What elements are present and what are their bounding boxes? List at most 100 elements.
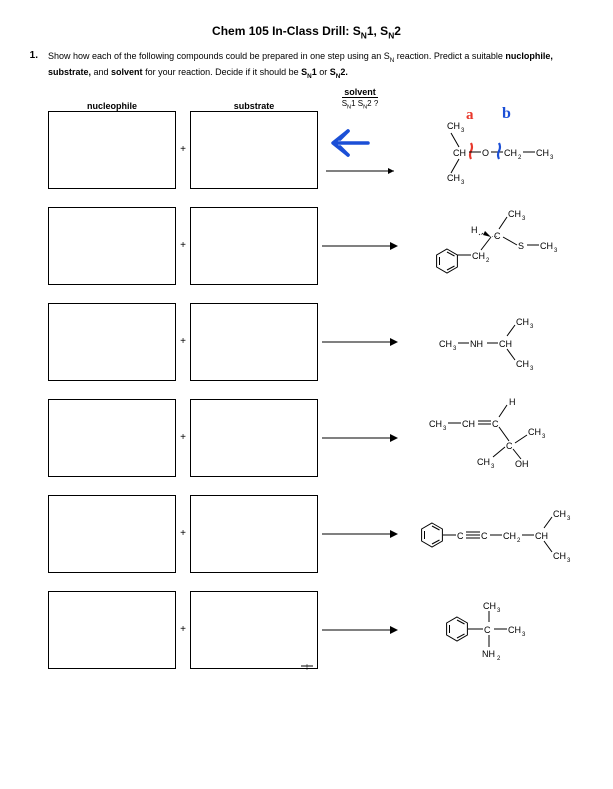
substrate-box[interactable]	[190, 399, 318, 477]
substrate-box[interactable]	[190, 591, 318, 669]
svg-text:CH: CH	[508, 625, 521, 635]
svg-text:CH: CH	[503, 531, 516, 541]
svg-text:3: 3	[522, 632, 526, 638]
svg-text:CH: CH	[553, 551, 566, 561]
svg-text:CH: CH	[447, 173, 460, 183]
svg-text:H: H	[471, 225, 478, 235]
product-1: a b CH3 CH CH3 O CH2 CH3	[404, 111, 593, 189]
product-4: CH3 CH C H C CH3 CH3 OH	[404, 393, 593, 483]
substrate-box[interactable]	[190, 207, 318, 285]
header-nucleophile: nucleophile	[48, 101, 176, 111]
svg-text:…: …	[491, 232, 498, 239]
svg-text:NH: NH	[482, 649, 495, 659]
reaction-row-2: + CH2 H	[48, 201, 593, 291]
reaction-row-6: + C CH3	[48, 585, 593, 675]
svg-text:CH: CH	[483, 601, 496, 611]
reaction-arrow	[318, 236, 404, 256]
reaction-arrow	[318, 620, 404, 640]
reaction-row-5: + C C CH2 CH	[48, 495, 593, 573]
svg-text:C: C	[481, 531, 488, 541]
substrate-box[interactable]	[190, 111, 318, 189]
product-structure-4: CH3 CH C H C CH3 CH3 OH	[409, 393, 589, 483]
svg-text:CH: CH	[528, 427, 541, 437]
svg-text:CH: CH	[535, 531, 548, 541]
svg-text:CH: CH	[553, 509, 566, 519]
annotation-b: b	[502, 105, 511, 123]
svg-text:3: 3	[491, 464, 495, 470]
svg-text:CH: CH	[453, 148, 466, 158]
svg-text:CH: CH	[429, 419, 442, 429]
svg-text:CH: CH	[516, 359, 529, 369]
reaction-row-3: + CH3 NH CH CH3 CH3	[48, 303, 593, 381]
header-solvent: solvent SN1 SN2 ?	[330, 87, 390, 111]
reaction-arrow	[318, 524, 404, 544]
svg-text:3: 3	[443, 426, 447, 432]
title-text: Chem 105 In-Class Drill: S	[212, 24, 361, 38]
svg-text:2: 2	[518, 155, 522, 161]
svg-text:NH: NH	[470, 339, 483, 349]
question-row: 1. Show how each of the following compou…	[20, 50, 593, 81]
svg-text:C: C	[457, 531, 464, 541]
product-3: CH3 NH CH CH3 CH3	[404, 303, 593, 381]
product-2: CH2 H C … CH3 S CH3	[404, 201, 593, 291]
svg-text:CH: CH	[504, 148, 517, 158]
plus-sign: +	[176, 624, 190, 635]
corner-mark	[299, 664, 319, 674]
svg-text:C: C	[506, 441, 513, 451]
question-text: Show how each of the following compounds…	[48, 50, 593, 81]
svg-text:CH: CH	[536, 148, 549, 158]
svg-text:3: 3	[461, 180, 465, 186]
column-headers: nucleophile substrate solvent SN1 SN2 ?	[48, 87, 593, 111]
svg-text:C: C	[492, 419, 499, 429]
reaction-arrow	[318, 428, 404, 448]
nucleophile-box[interactable]	[48, 303, 176, 381]
svg-text:3: 3	[522, 216, 526, 222]
nucleophile-box[interactable]	[48, 111, 176, 189]
svg-text:CH: CH	[462, 419, 475, 429]
svg-text:2: 2	[486, 258, 490, 264]
svg-text:CH: CH	[508, 209, 521, 219]
worksheet-page: Chem 105 In-Class Drill: SN1, SN2 1. Sho…	[0, 0, 613, 789]
reaction-arrow	[318, 332, 404, 352]
svg-text:2: 2	[497, 656, 501, 662]
svg-text:CH: CH	[477, 457, 490, 467]
header-sn-question: SN1 SN2 ?	[342, 99, 379, 108]
product-structure-5: C C CH2 CH CH3 CH3	[404, 495, 604, 573]
svg-text:CH: CH	[447, 121, 460, 131]
svg-text:S: S	[518, 241, 524, 251]
svg-text:CH: CH	[540, 241, 553, 251]
svg-text:3: 3	[530, 324, 534, 330]
svg-text:2: 2	[517, 538, 521, 544]
plus-sign: +	[176, 240, 190, 251]
page-title: Chem 105 In-Class Drill: SN1, SN2	[20, 24, 593, 40]
svg-text:CH: CH	[516, 317, 529, 327]
header-substrate: substrate	[190, 101, 318, 111]
title-text: 1, S	[367, 24, 388, 38]
plus-sign: +	[176, 528, 190, 539]
reaction-row-1: + a b CH3	[48, 111, 593, 189]
product-6: C CH3 CH3 NH2	[404, 585, 593, 675]
svg-text:C: C	[484, 625, 491, 635]
svg-text:3: 3	[567, 516, 571, 522]
svg-text:H: H	[509, 397, 516, 407]
nucleophile-box[interactable]	[48, 495, 176, 573]
svg-text:3: 3	[554, 248, 558, 254]
nucleophile-box[interactable]	[48, 399, 176, 477]
substrate-box[interactable]	[190, 303, 318, 381]
svg-text:CH: CH	[499, 339, 512, 349]
nucleophile-box[interactable]	[48, 207, 176, 285]
svg-text:3: 3	[542, 434, 546, 440]
svg-text:CH: CH	[472, 251, 485, 261]
nucleophile-box[interactable]	[48, 591, 176, 669]
plus-sign: +	[176, 144, 190, 155]
svg-text:3: 3	[461, 128, 465, 134]
product-structure-3: CH3 NH CH CH3 CH3	[409, 303, 589, 381]
svg-text:3: 3	[530, 366, 534, 372]
substrate-box[interactable]	[190, 495, 318, 573]
product-structure-6: C CH3 CH3 NH2	[409, 585, 589, 675]
annotation-a: a	[466, 107, 474, 124]
title-text: 2	[394, 24, 401, 38]
product-structure-2: CH2 H C … CH3 S CH3	[409, 201, 589, 291]
svg-text:3: 3	[497, 608, 501, 614]
svg-text:CH: CH	[439, 339, 452, 349]
